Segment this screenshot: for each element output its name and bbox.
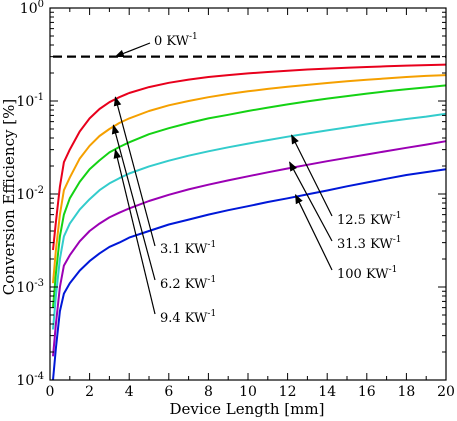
y-tick-exponent: 0 — [38, 0, 44, 10]
series-group — [52, 55, 447, 381]
plot-frame — [49, 7, 447, 381]
annotation-arrow-0 — [114, 42, 151, 58]
x-tick-label: 6 — [164, 384, 173, 400]
y-tick-label: 10-2 — [16, 185, 44, 203]
y-tick-base: 10 — [16, 280, 34, 296]
annotation-label-0: 0 KW-1 — [154, 32, 198, 49]
annotation-label-base: 6.2 KW — [160, 277, 208, 292]
x-tick-label: 20 — [437, 384, 455, 400]
y-tick-base: 10 — [16, 373, 34, 389]
x-tick-label: 16 — [358, 384, 376, 400]
annotation-label-exponent: -1 — [189, 32, 198, 42]
series-line-3 — [52, 84, 447, 308]
annotation-label-base: 100 KW — [337, 267, 389, 282]
annotation-label-base: 12.5 KW — [337, 213, 393, 228]
x-axis-title: Device Length [mm] — [170, 400, 325, 418]
annotation-label-exponent: -1 — [389, 265, 398, 275]
x-tick-label: 8 — [204, 384, 213, 400]
y-tick-base: 10 — [20, 1, 38, 17]
annotation-label-1: 3.1 KW-1 — [160, 240, 216, 257]
annotation-label-5: 31.3 KW-1 — [337, 235, 401, 252]
y-tick-label: 10-4 — [16, 371, 44, 389]
annotation-label-2: 6.2 KW-1 — [160, 275, 216, 292]
annotation-label-exponent: -1 — [393, 211, 402, 221]
annotation-label-exponent: -1 — [207, 275, 216, 285]
annotation-label-base: 3.1 KW — [160, 242, 208, 257]
y-tick-exponent: -3 — [34, 278, 44, 289]
annotation-label-base: 31.3 KW — [337, 237, 393, 252]
y-tick-label: 10-3 — [16, 278, 44, 296]
series-line-4 — [52, 112, 447, 330]
annotation-label-base: 9.4 KW — [160, 311, 208, 326]
y-tick-exponent: -1 — [34, 92, 44, 103]
annotation-arrow-1 — [113, 96, 156, 247]
x-tick-label: 0 — [46, 384, 55, 400]
annotation-label-3: 9.4 KW-1 — [160, 309, 216, 326]
annotations-group: 0 KW-13.1 KW-16.2 KW-19.4 KW-112.5 KW-13… — [111, 32, 401, 326]
x-tick-label: 4 — [125, 384, 134, 400]
series-line-1 — [52, 63, 447, 251]
annotation-arrow-4 — [291, 134, 333, 217]
annotation-arrow-3 — [113, 148, 156, 315]
annotation-label-6: 100 KW-1 — [337, 265, 397, 282]
x-tick-label: 10 — [239, 384, 257, 400]
annotation-label-exponent: -1 — [207, 309, 216, 319]
x-tick-label: 18 — [397, 384, 415, 400]
x-tick-label: 2 — [85, 384, 94, 400]
x-tick-label: 12 — [279, 384, 297, 400]
y-tick-label: 10-1 — [16, 92, 44, 110]
series-line-5 — [52, 140, 447, 357]
annotation-label-exponent: -1 — [393, 235, 402, 245]
annotation-label-4: 12.5 KW-1 — [337, 211, 401, 228]
y-axis-title: Conversion Efficiency [%] — [0, 99, 18, 295]
series-line-2 — [52, 74, 447, 284]
annotation-label-base: 0 KW — [154, 34, 190, 49]
y-tick-label: 100 — [20, 0, 44, 17]
y-tick-exponent: -4 — [34, 371, 44, 382]
annotation-arrow-2 — [111, 124, 156, 281]
annotation-arrow-6 — [294, 193, 333, 271]
y-tick-base: 10 — [16, 187, 34, 203]
x-tick-label: 14 — [318, 384, 336, 400]
y-tick-base: 10 — [16, 94, 34, 110]
series-line-6 — [52, 168, 447, 381]
annotation-arrow-5 — [289, 161, 333, 242]
y-tick-exponent: -2 — [34, 185, 44, 196]
annotation-label-exponent: -1 — [207, 240, 216, 250]
